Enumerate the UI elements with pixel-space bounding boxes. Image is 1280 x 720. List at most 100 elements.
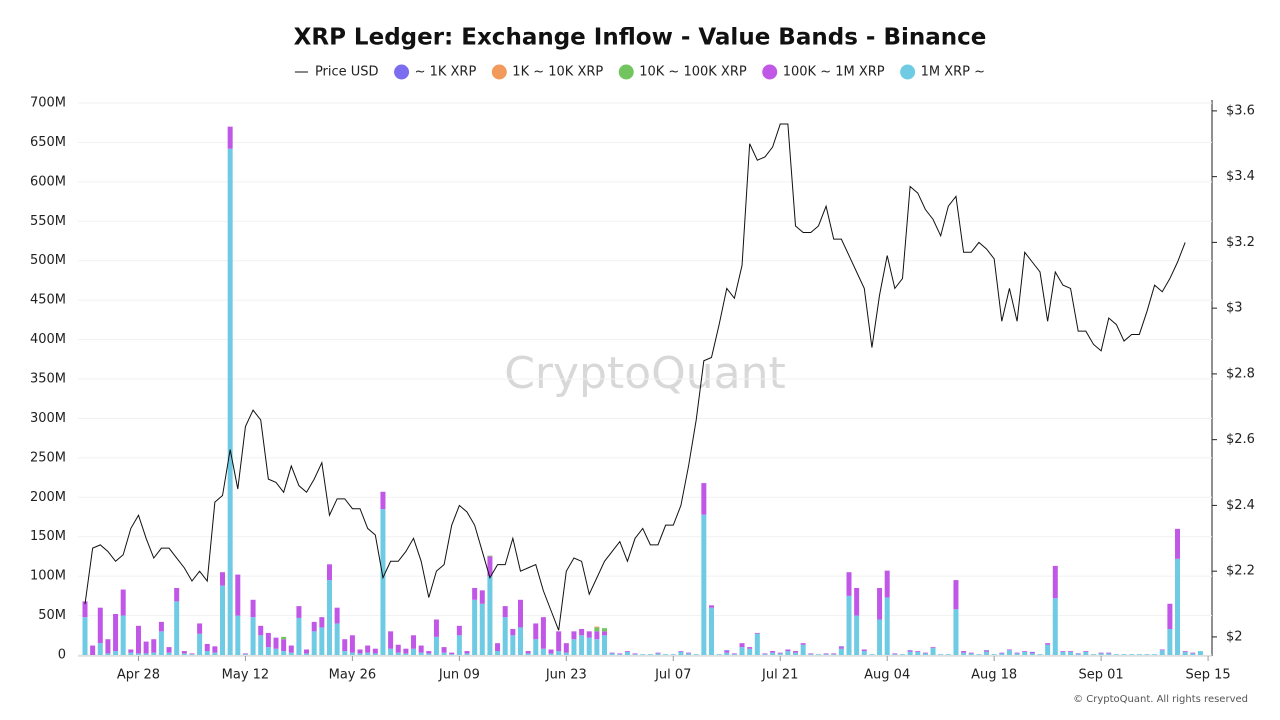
y-tick-label: 200M	[30, 490, 66, 505]
bar	[961, 651, 967, 653]
bar	[1037, 654, 1043, 655]
bar	[1121, 654, 1127, 655]
bar	[984, 651, 990, 652]
bar	[197, 633, 203, 655]
bar	[777, 652, 783, 654]
bar	[495, 643, 501, 652]
y2-tick-label: $3	[1226, 301, 1243, 316]
bar	[273, 648, 279, 655]
bar	[785, 649, 791, 652]
bar	[120, 615, 126, 655]
bar	[861, 649, 867, 652]
bar	[1060, 651, 1066, 655]
bar	[602, 628, 608, 632]
bar	[892, 653, 898, 655]
bar	[105, 639, 111, 654]
bar	[113, 613, 119, 652]
bar	[999, 652, 1005, 654]
bar	[884, 570, 890, 598]
legend-item: 1M XRP ~	[900, 64, 985, 80]
bar	[945, 654, 951, 655]
y-tick-label: 300M	[30, 411, 66, 426]
bar	[372, 653, 378, 655]
bar	[242, 653, 248, 655]
bar	[594, 626, 600, 628]
bar	[456, 625, 462, 636]
bar	[838, 646, 844, 648]
bar	[953, 580, 959, 610]
bar	[456, 635, 462, 655]
bar	[716, 654, 722, 655]
legend-label: 10K ~ 100K XRP	[639, 65, 747, 80]
x-tick-label: Jun 09	[438, 668, 480, 683]
bar	[594, 631, 600, 640]
bar	[90, 645, 96, 655]
bar	[181, 653, 187, 655]
bar	[1167, 603, 1173, 629]
bar	[854, 615, 860, 655]
bar	[258, 635, 264, 655]
bar	[281, 651, 287, 655]
bar	[334, 607, 340, 624]
bar	[800, 643, 806, 645]
bar	[472, 587, 478, 600]
bar	[770, 652, 776, 655]
bar	[1182, 651, 1188, 655]
y-tick-label: 250M	[30, 450, 66, 465]
bar	[220, 572, 226, 586]
legend-swatch	[394, 64, 410, 80]
bar	[311, 631, 317, 655]
y2-tick-label: $2	[1226, 629, 1243, 644]
bar	[281, 639, 287, 652]
bar	[242, 654, 248, 655]
legend: Price USD ~ 1K XRP 1K ~ 10K XRP 10K ~ 100K …	[294, 64, 985, 80]
bar	[334, 623, 340, 655]
y2-tick-label: $2.6	[1226, 432, 1255, 447]
bar	[1090, 654, 1096, 655]
footer: © CryptoQuant. All rights reserved	[1073, 694, 1248, 705]
bar	[533, 639, 539, 655]
bar	[433, 636, 439, 655]
bar	[961, 652, 967, 655]
bar	[823, 654, 829, 655]
bar	[349, 635, 355, 653]
bar	[1159, 650, 1165, 655]
bar	[1022, 651, 1028, 652]
bar	[1068, 651, 1074, 652]
bar	[441, 647, 447, 653]
bar	[540, 617, 546, 649]
bar	[1098, 653, 1104, 655]
bar	[922, 652, 928, 654]
bar	[151, 639, 157, 653]
bar	[105, 653, 111, 655]
bar	[930, 647, 936, 648]
bar	[342, 651, 348, 655]
bar	[166, 652, 172, 655]
bar	[349, 652, 355, 655]
bar	[838, 647, 844, 649]
bar	[97, 607, 103, 644]
bar	[365, 652, 371, 655]
bar	[693, 654, 699, 655]
y2-tick-label: $3.2	[1226, 235, 1255, 250]
bar	[326, 564, 332, 581]
bar	[540, 648, 546, 655]
y2-tick-label: $3.4	[1226, 169, 1255, 184]
bar	[296, 606, 302, 618]
bar	[517, 599, 523, 628]
bar	[877, 587, 883, 620]
bar	[1029, 653, 1035, 655]
bar	[609, 652, 615, 654]
bar	[128, 649, 134, 653]
price-line	[84, 123, 1186, 631]
bar	[1190, 652, 1196, 654]
bar	[479, 590, 485, 604]
bar	[1083, 651, 1089, 652]
bar	[831, 654, 837, 655]
bar	[380, 509, 386, 655]
bar	[800, 644, 806, 655]
bar	[968, 653, 974, 655]
x-tick-label: Aug 04	[864, 668, 910, 683]
bar	[372, 648, 378, 654]
bar	[265, 647, 271, 655]
